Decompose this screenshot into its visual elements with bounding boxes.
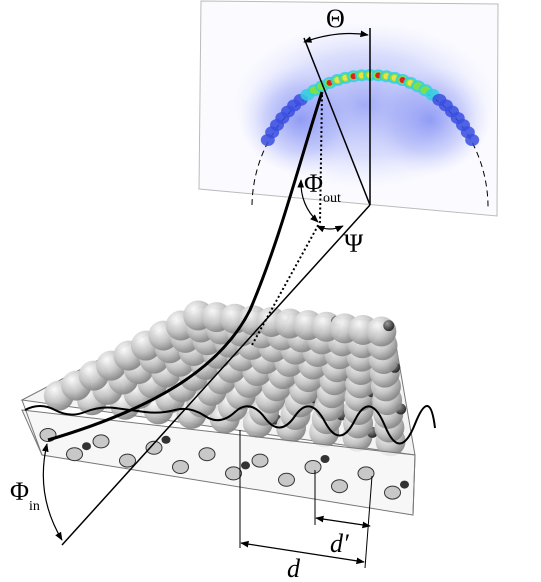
- page: Θ Φout Ψ Φin d′ d (() => { const data = …: [0, 0, 541, 582]
- phi-in-label: Φin: [10, 477, 40, 514]
- phi-in-symbol: Φ: [10, 477, 29, 506]
- sub-atom: [279, 473, 295, 486]
- sub-atom: [120, 454, 136, 467]
- sub-dark-atom: [82, 442, 91, 450]
- sub-atom: [67, 448, 83, 461]
- theta-label: Θ: [326, 4, 345, 33]
- sub-atom: [252, 454, 268, 467]
- phi-out-symbol: Φ: [304, 169, 323, 198]
- dark-atom: [383, 320, 394, 331]
- d-prime-label: d′: [330, 529, 349, 558]
- atom: [366, 317, 396, 347]
- sub-dark-atom: [241, 461, 250, 469]
- crystal: [22, 301, 435, 515]
- sub-dark-atom: [162, 436, 171, 444]
- sub-dark-atom: [400, 481, 409, 489]
- sub-atom: [93, 435, 109, 448]
- sub-atom: [199, 448, 215, 461]
- sub-atom: [226, 467, 242, 480]
- spot: [465, 134, 479, 146]
- sub-dark-atom: [321, 455, 330, 463]
- sub-atom: [332, 480, 348, 493]
- sub-atom: [173, 461, 189, 474]
- sub-atom: [385, 486, 401, 499]
- diagram: Θ Φout Ψ Φin d′ d: [0, 0, 541, 582]
- sub-atom: [305, 461, 321, 474]
- phi-in-subscript: in: [29, 499, 40, 514]
- psi-label: Ψ: [344, 229, 364, 258]
- d-label: d: [287, 554, 301, 582]
- phi-out-subscript: out: [323, 191, 341, 206]
